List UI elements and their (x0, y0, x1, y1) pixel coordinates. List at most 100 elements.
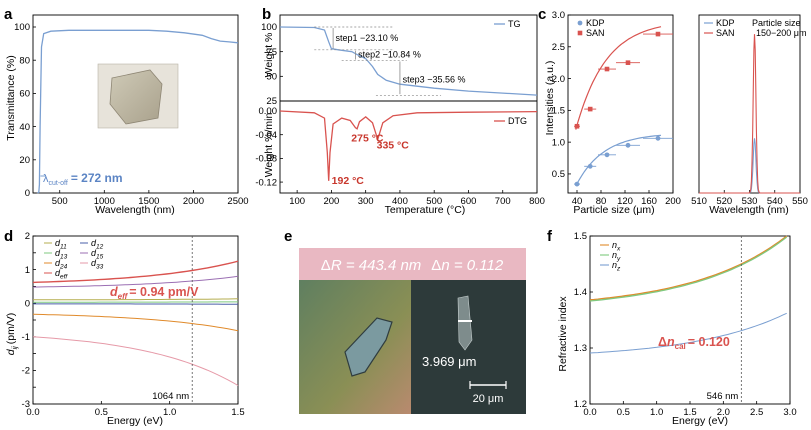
c1-xtick-label: 120 (617, 196, 633, 207)
a-xtick-label: 2000 (183, 196, 204, 207)
b-bot-ytick-label: -0.04 (255, 130, 277, 141)
a-xtick-label: 1000 (94, 196, 115, 207)
f-line-ny (589, 236, 788, 302)
d-line-d24 (32, 313, 239, 332)
c2-xtick-label: 510 (691, 196, 707, 207)
f-legend-label-nz: nz (612, 260, 621, 273)
b-step1-label: step1 −23.10 % (336, 33, 399, 43)
d-frame (32, 235, 239, 405)
c2-xlabel: Wavelength (nm) (709, 204, 789, 216)
c1-point-KDP (574, 181, 580, 187)
d-legend-label-d15: d15 (91, 248, 104, 261)
b-xlabel: Temperature (°C) (385, 204, 466, 216)
f-xtick-label: 0.5 (617, 407, 630, 418)
a-frame (32, 14, 239, 194)
c1-ytick-label: 1.0 (552, 137, 565, 148)
c2-xtick-label: 520 (716, 196, 732, 207)
b-peak-335: 335 °C (377, 139, 410, 151)
f-xtick-label: 2.0 (717, 407, 730, 418)
c1-point-KDP (625, 142, 631, 148)
c1-point-KDP (655, 135, 661, 141)
f-xlabel: Energy (eV) (672, 415, 728, 427)
c1-point-SAN (604, 66, 610, 72)
d-ytick-label: 1 (25, 265, 30, 276)
b-xtick-label: 600 (461, 196, 477, 207)
d-ylabel: dij(pm/V) (5, 313, 19, 355)
c2-frame (698, 14, 801, 194)
panel-label-b: b (262, 6, 271, 23)
panel-label-d: d (4, 228, 13, 245)
c1-frame (567, 14, 674, 194)
c2-peak-SAN (699, 34, 800, 194)
b-top-ytick-label: 75 (266, 47, 277, 58)
c1-point-SAN (587, 106, 593, 112)
c2-note-line2: 150−200 μm (756, 28, 806, 38)
b-step2-label: step2 −10.84 % (358, 50, 421, 60)
d-xtick-label: 1.0 (163, 407, 176, 418)
d-xtick-label: 0.5 (95, 407, 108, 418)
a-ytick-label: 40 (19, 122, 30, 133)
d-legend-label-d24: d24 (55, 258, 68, 271)
b-xtick-label: 400 (392, 196, 408, 207)
c1-ytick-label: 0.5 (552, 169, 565, 180)
a-ytick-label: 20 (19, 155, 30, 166)
panel-label-a: a (4, 6, 13, 23)
c2-xtick-label: 540 (767, 196, 783, 207)
b-xtick-label: 100 (289, 196, 305, 207)
c1-xlabel: Particle size (μm) (573, 204, 654, 216)
a-ytick-label: 60 (19, 89, 30, 100)
d-ytick-label: -1 (22, 332, 30, 343)
f-ytick-label: 1.2 (574, 399, 587, 410)
f-legend-label-nx: nx (612, 240, 621, 253)
b-top-ytick-label: 50 (266, 72, 277, 83)
c1-fit-KDP (575, 134, 662, 187)
c1-point-SAN (625, 60, 631, 65)
a-ytick-label: 80 (19, 55, 30, 66)
a-ytick-label: 0 (25, 188, 30, 199)
c1-point-KDP (604, 152, 610, 158)
b-xtick-label: 300 (358, 196, 374, 207)
b-top-ytick-label: 25 (266, 96, 277, 107)
d-deff-annotation: deff = 0.94 pm/V (110, 285, 199, 301)
f-vline-label: 546 nm (707, 391, 739, 402)
c1-legend-san-label: SAN (586, 28, 605, 38)
panel-label-c: c (538, 6, 546, 23)
d-xtick-label: 0.0 (26, 407, 39, 418)
c2-peak-KDP (699, 138, 800, 194)
d-legend-label-d13: d13 (55, 248, 68, 261)
b-tg-line (279, 26, 538, 96)
c1-ylabel: Intensities (a.u.) (544, 61, 556, 136)
b-step3-label: step3 −35.56 % (403, 74, 466, 84)
a-transmittance-line (37, 29, 239, 194)
c1-ytick-label: 2.0 (552, 74, 565, 85)
f-ytick-label: 1.5 (574, 231, 587, 242)
f-ytick-label: 1.3 (574, 343, 587, 354)
f-xtick-label: 2.5 (750, 407, 763, 418)
c2-note-line1: Particle size (752, 18, 801, 28)
f-xtick-label: 3.0 (783, 407, 796, 418)
b-legend-dtg-label: DTG (508, 116, 527, 126)
c2-xtick-label: 530 (742, 196, 758, 207)
b-xtick-label: 200 (323, 196, 339, 207)
f-xtick-label: 1.0 (650, 407, 663, 418)
c1-point-KDP (587, 163, 593, 169)
f-dncal-annotation: Δncal = 0.120 (658, 335, 730, 351)
panel-label-f: f (547, 228, 553, 245)
b-legend-tg-label: TG (508, 19, 521, 29)
b-dtg-line (279, 110, 538, 181)
d-line-deff (32, 260, 239, 284)
c1-ytick-label: 1.5 (552, 106, 565, 117)
a-xtick-label: 1500 (138, 196, 159, 207)
d-ytick-label: -3 (22, 399, 30, 410)
c1-ytick-label: 3.0 (552, 10, 565, 21)
b-bot-ytick-label: 0.00 (259, 106, 278, 117)
d-xlabel: Energy (eV) (107, 415, 163, 427)
b-peak-275: 275 °C (351, 132, 384, 144)
d-line-d15 (32, 275, 239, 288)
d-line-d11 (33, 298, 239, 301)
c1-point-SAN (574, 123, 580, 129)
b-frame (279, 14, 538, 194)
d-legend-label-d12: d12 (91, 238, 104, 251)
e-banner-text: ΔR = 443.4 nm Δn = 0.112 (321, 257, 504, 274)
